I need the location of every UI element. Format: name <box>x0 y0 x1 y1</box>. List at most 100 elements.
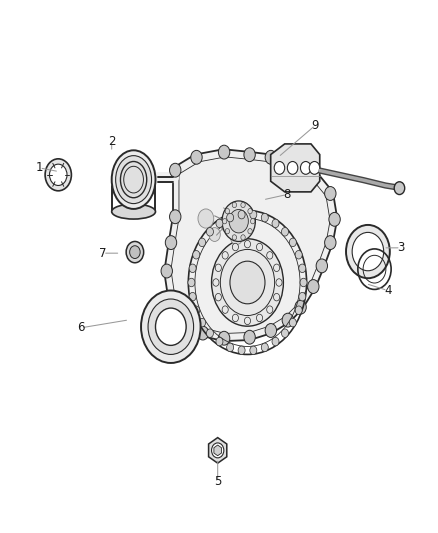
Circle shape <box>265 324 276 337</box>
Circle shape <box>213 279 219 286</box>
Circle shape <box>215 264 221 271</box>
Circle shape <box>212 239 283 326</box>
Circle shape <box>216 337 223 346</box>
Circle shape <box>170 163 181 177</box>
Circle shape <box>215 294 221 301</box>
Circle shape <box>230 261 265 304</box>
Circle shape <box>222 306 228 313</box>
Circle shape <box>45 159 71 191</box>
Circle shape <box>261 343 268 352</box>
Circle shape <box>265 150 276 164</box>
Circle shape <box>250 211 257 219</box>
Polygon shape <box>208 438 227 463</box>
Circle shape <box>248 208 252 214</box>
Circle shape <box>49 164 67 185</box>
Ellipse shape <box>112 204 155 219</box>
Circle shape <box>232 235 237 240</box>
Circle shape <box>219 332 230 345</box>
Circle shape <box>206 329 213 337</box>
Circle shape <box>290 318 297 327</box>
Circle shape <box>261 213 268 222</box>
Circle shape <box>329 213 340 226</box>
Circle shape <box>198 238 205 247</box>
Circle shape <box>222 252 228 259</box>
Circle shape <box>287 161 298 174</box>
Circle shape <box>282 313 293 327</box>
Circle shape <box>309 161 320 174</box>
Circle shape <box>165 293 177 306</box>
Circle shape <box>290 238 297 247</box>
Text: 7: 7 <box>99 247 107 260</box>
Circle shape <box>250 346 257 354</box>
Circle shape <box>222 201 255 241</box>
Circle shape <box>223 219 227 224</box>
Circle shape <box>198 209 214 228</box>
Circle shape <box>225 208 230 214</box>
Circle shape <box>225 229 230 234</box>
Circle shape <box>130 246 140 259</box>
Text: 5: 5 <box>214 475 221 488</box>
Circle shape <box>300 161 311 174</box>
Circle shape <box>352 232 384 271</box>
Text: 8: 8 <box>283 188 290 201</box>
Circle shape <box>232 243 238 251</box>
Circle shape <box>206 228 213 236</box>
Circle shape <box>307 280 319 294</box>
Circle shape <box>295 251 302 259</box>
Circle shape <box>238 211 245 219</box>
Circle shape <box>295 306 302 314</box>
Circle shape <box>212 443 224 458</box>
Circle shape <box>209 228 220 241</box>
Circle shape <box>282 156 293 169</box>
Circle shape <box>244 330 255 344</box>
Circle shape <box>300 278 307 287</box>
Circle shape <box>189 264 196 272</box>
Circle shape <box>267 306 273 313</box>
Circle shape <box>241 235 245 240</box>
Circle shape <box>267 252 273 259</box>
Circle shape <box>198 318 205 327</box>
Circle shape <box>148 299 194 354</box>
Circle shape <box>251 219 255 224</box>
Circle shape <box>282 228 289 236</box>
Circle shape <box>238 346 245 354</box>
Ellipse shape <box>112 150 155 209</box>
Polygon shape <box>214 445 222 456</box>
Circle shape <box>299 293 306 301</box>
Ellipse shape <box>116 156 152 204</box>
Circle shape <box>241 203 245 208</box>
Circle shape <box>248 229 252 234</box>
Circle shape <box>193 306 200 314</box>
Circle shape <box>126 241 144 263</box>
Text: 3: 3 <box>397 241 404 254</box>
Circle shape <box>232 203 237 208</box>
Text: 2: 2 <box>108 135 116 148</box>
Circle shape <box>216 219 223 228</box>
Circle shape <box>272 337 279 346</box>
Circle shape <box>325 187 336 200</box>
Circle shape <box>244 240 251 248</box>
Circle shape <box>188 278 195 287</box>
Circle shape <box>229 209 248 233</box>
Circle shape <box>178 313 189 327</box>
Circle shape <box>232 314 238 322</box>
Circle shape <box>155 308 186 345</box>
Polygon shape <box>164 149 337 341</box>
Circle shape <box>276 279 282 286</box>
Circle shape <box>189 293 196 301</box>
Circle shape <box>230 230 243 245</box>
Circle shape <box>274 294 280 301</box>
Circle shape <box>346 225 390 278</box>
Circle shape <box>257 243 263 251</box>
Polygon shape <box>271 144 320 192</box>
Circle shape <box>282 329 289 337</box>
Circle shape <box>316 259 328 273</box>
Circle shape <box>274 264 280 271</box>
Circle shape <box>244 148 255 161</box>
Circle shape <box>394 182 405 195</box>
Circle shape <box>221 215 235 232</box>
Circle shape <box>161 264 173 278</box>
Circle shape <box>272 219 279 228</box>
Circle shape <box>197 326 208 340</box>
Circle shape <box>191 150 202 164</box>
